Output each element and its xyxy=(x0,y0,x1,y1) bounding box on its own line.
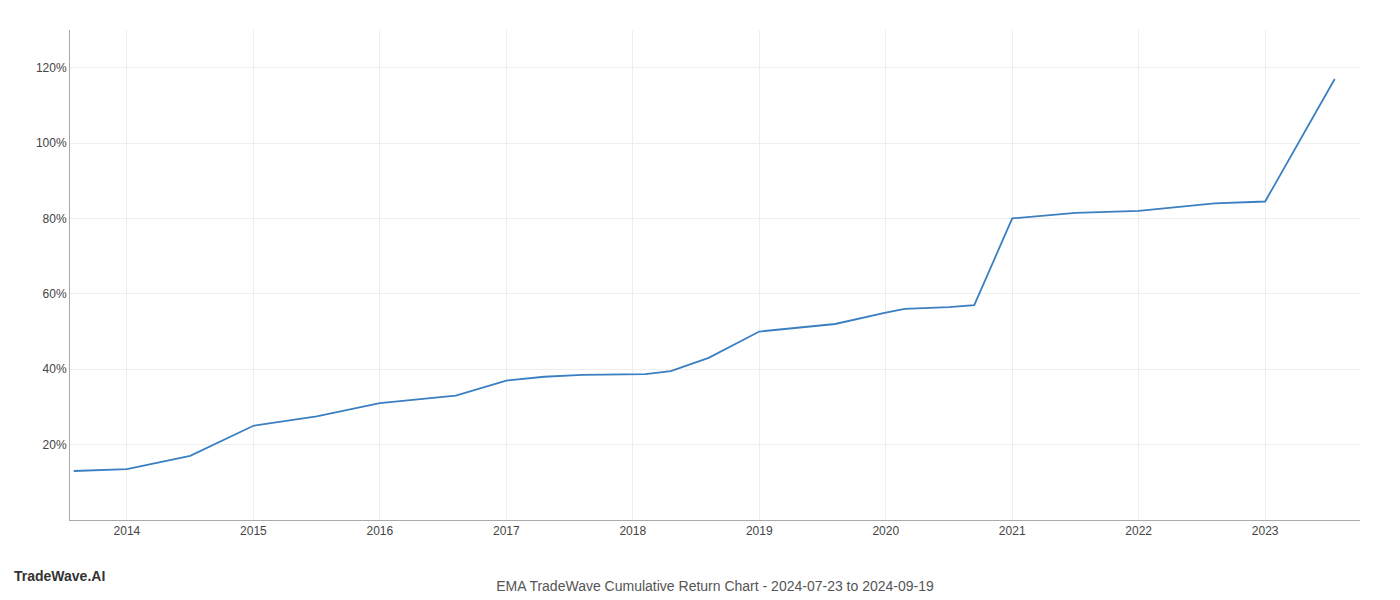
svg-text:TradeWave.AI: TradeWave.AI xyxy=(14,568,105,584)
svg-text:120%: 120% xyxy=(36,61,67,75)
svg-text:2019: 2019 xyxy=(746,524,773,538)
svg-text:2023: 2023 xyxy=(1252,524,1279,538)
svg-text:80%: 80% xyxy=(43,212,67,226)
svg-text:2017: 2017 xyxy=(493,524,520,538)
svg-text:EMA TradeWave Cumulative Retur: EMA TradeWave Cumulative Return Chart - … xyxy=(496,578,934,594)
svg-text:2021: 2021 xyxy=(999,524,1026,538)
svg-text:40%: 40% xyxy=(43,362,67,376)
svg-text:2014: 2014 xyxy=(114,524,141,538)
svg-text:100%: 100% xyxy=(36,136,67,150)
svg-text:2015: 2015 xyxy=(240,524,267,538)
svg-text:20%: 20% xyxy=(43,438,67,452)
svg-text:2016: 2016 xyxy=(366,524,393,538)
svg-text:2022: 2022 xyxy=(1125,524,1152,538)
svg-text:60%: 60% xyxy=(43,287,67,301)
svg-text:2018: 2018 xyxy=(619,524,646,538)
svg-text:2020: 2020 xyxy=(872,524,899,538)
